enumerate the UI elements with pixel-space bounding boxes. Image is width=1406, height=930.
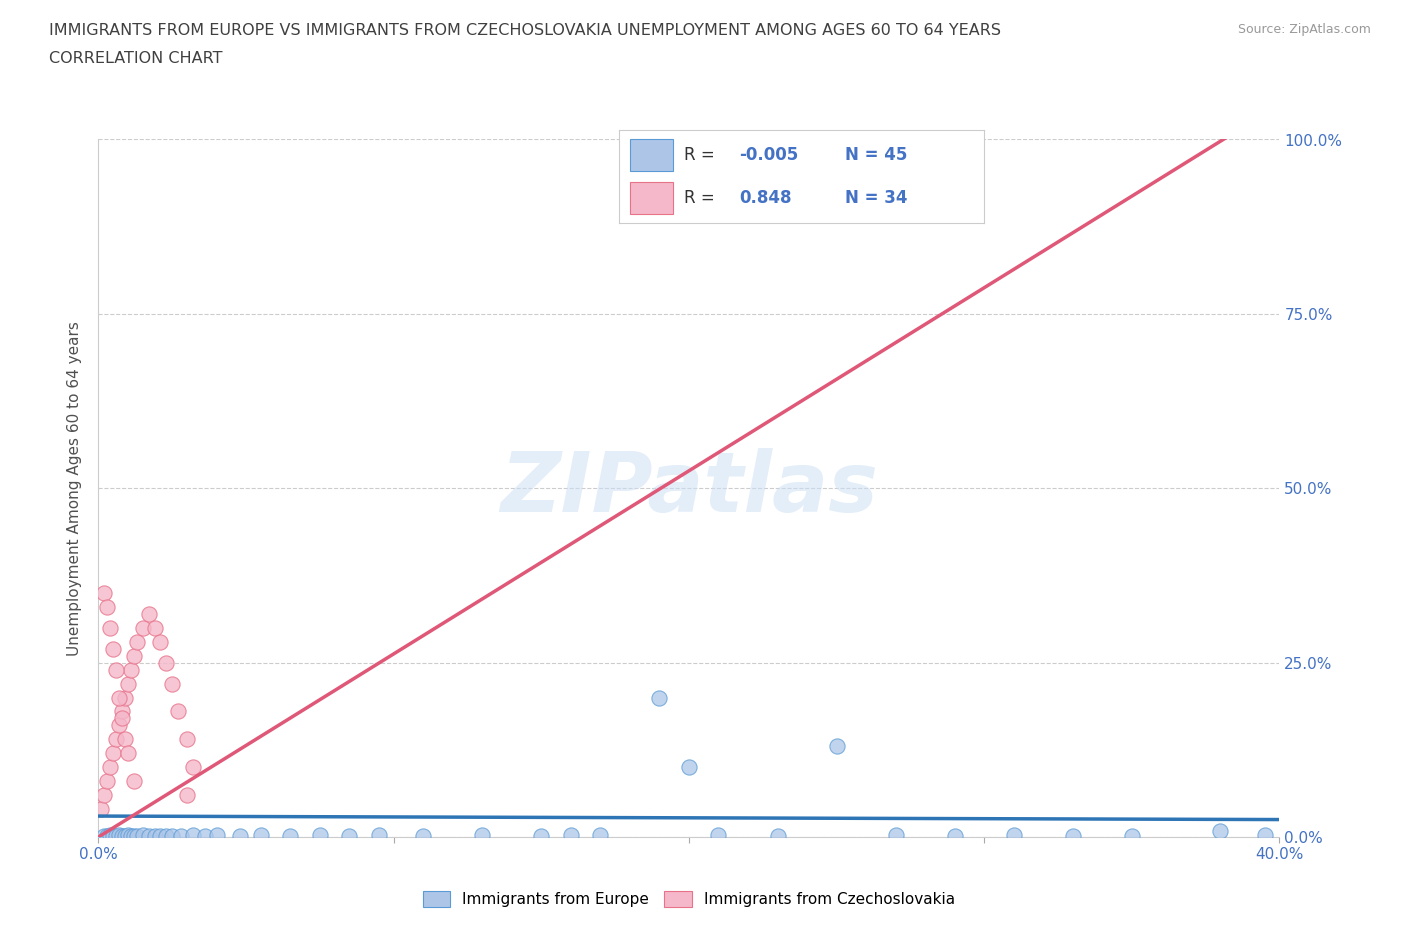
Point — [825, 738, 848, 753]
Point — [117, 746, 139, 761]
Point — [412, 829, 434, 844]
Point — [884, 828, 907, 843]
Point — [103, 746, 125, 761]
Point — [98, 828, 121, 843]
Point — [125, 634, 148, 649]
Point — [678, 760, 700, 775]
Point — [167, 704, 190, 719]
Point — [120, 829, 142, 844]
Text: 0.848: 0.848 — [740, 189, 792, 207]
Point — [111, 711, 134, 725]
Point — [114, 732, 136, 747]
Point — [530, 829, 553, 844]
Text: -0.005: -0.005 — [740, 146, 799, 165]
Point — [103, 829, 125, 844]
Point — [707, 828, 730, 843]
Text: R =: R = — [685, 189, 716, 207]
Point — [309, 828, 332, 843]
Point — [176, 788, 198, 803]
Text: Source: ZipAtlas.com: Source: ZipAtlas.com — [1237, 23, 1371, 36]
Point — [93, 586, 115, 601]
Point — [560, 828, 582, 843]
Point — [108, 828, 131, 843]
Point — [229, 829, 252, 844]
Point — [250, 828, 273, 843]
Point — [105, 662, 128, 677]
Point — [176, 732, 198, 747]
Point — [138, 606, 160, 621]
Point — [122, 648, 145, 663]
Point — [132, 620, 155, 635]
Text: N = 34: N = 34 — [845, 189, 908, 207]
Point — [111, 704, 134, 719]
Point — [471, 828, 494, 843]
Point — [138, 829, 160, 844]
Point — [339, 829, 360, 844]
Point — [648, 690, 671, 705]
Point — [155, 656, 177, 671]
Point — [93, 788, 115, 803]
Point — [766, 829, 789, 844]
Point — [96, 600, 118, 615]
Point — [122, 829, 145, 844]
FancyBboxPatch shape — [630, 182, 673, 214]
Point — [90, 802, 112, 817]
Point — [1002, 828, 1025, 843]
Point — [105, 732, 128, 747]
Point — [1209, 824, 1232, 839]
Y-axis label: Unemployment Among Ages 60 to 64 years: Unemployment Among Ages 60 to 64 years — [67, 321, 83, 656]
Point — [108, 690, 131, 705]
Legend: Immigrants from Europe, Immigrants from Czechoslovakia: Immigrants from Europe, Immigrants from … — [416, 884, 962, 913]
Point — [194, 829, 217, 844]
Point — [205, 828, 228, 843]
Point — [105, 829, 128, 844]
Point — [143, 620, 166, 635]
Text: N = 45: N = 45 — [845, 146, 908, 165]
Point — [162, 829, 183, 844]
Point — [98, 620, 121, 635]
Point — [943, 829, 966, 844]
Point — [149, 634, 172, 649]
Point — [96, 829, 118, 844]
Point — [143, 829, 166, 844]
Point — [132, 828, 155, 843]
Text: ZIPatlas: ZIPatlas — [501, 447, 877, 529]
Point — [117, 676, 139, 691]
Text: IMMIGRANTS FROM EUROPE VS IMMIGRANTS FROM CZECHOSLOVAKIA UNEMPLOYMENT AMONG AGES: IMMIGRANTS FROM EUROPE VS IMMIGRANTS FRO… — [49, 23, 1001, 38]
Point — [125, 829, 148, 844]
Point — [278, 829, 302, 844]
Point — [589, 828, 612, 843]
Text: CORRELATION CHART: CORRELATION CHART — [49, 51, 222, 66]
Point — [149, 829, 172, 844]
Point — [155, 829, 177, 844]
Point — [368, 828, 391, 843]
Point — [162, 676, 183, 691]
Point — [181, 760, 204, 775]
Point — [170, 829, 193, 844]
Point — [103, 642, 125, 657]
Point — [114, 690, 136, 705]
Text: R =: R = — [685, 146, 716, 165]
Point — [96, 774, 118, 789]
Point — [122, 774, 145, 789]
Point — [114, 829, 136, 844]
Point — [181, 828, 204, 843]
Point — [1254, 828, 1277, 843]
Point — [117, 828, 139, 843]
Point — [111, 829, 134, 844]
Point — [1062, 829, 1084, 844]
Point — [108, 718, 131, 733]
Point — [120, 662, 142, 677]
Point — [98, 760, 121, 775]
Point — [1121, 829, 1143, 844]
FancyBboxPatch shape — [630, 140, 673, 171]
Point — [825, 167, 848, 182]
Point — [93, 829, 115, 844]
